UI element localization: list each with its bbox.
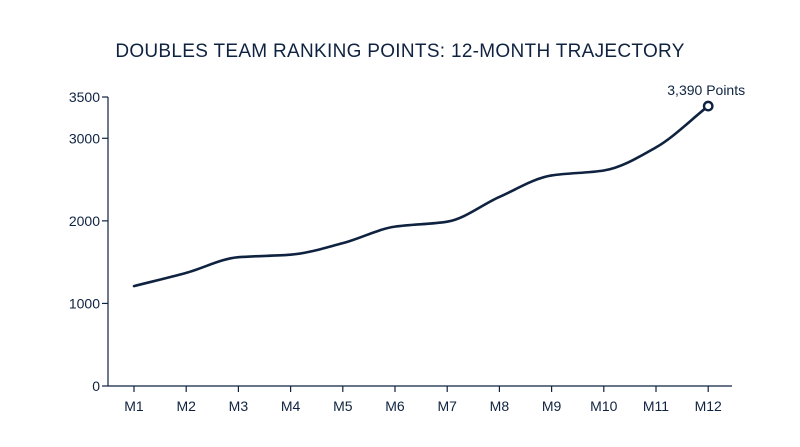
x-tick-label: M8 (490, 398, 510, 414)
data-point-marker (702, 100, 714, 112)
series-line (132, 104, 710, 288)
x-tick-label: M6 (385, 398, 405, 414)
x-tick-label: M1 (124, 398, 144, 414)
y-tick-label: 3500 (69, 89, 100, 105)
y-tick-label: 1000 (69, 295, 100, 311)
x-tick-label: M2 (176, 398, 196, 414)
x-tick-label: M7 (437, 398, 457, 414)
annotation-label: 3,390 Points (667, 82, 745, 98)
chart-title: DOUBLES TEAM RANKING POINTS: 12-MONTH TR… (115, 41, 685, 62)
x-tick-label: M12 (695, 398, 722, 414)
data-points (702, 100, 714, 112)
x-tick-label: M5 (333, 398, 353, 414)
y-tick-label: 2000 (69, 213, 100, 229)
x-tick-label: M3 (229, 398, 249, 414)
x-tick-label: M9 (542, 398, 562, 414)
annotations: 3,390 Points (667, 82, 745, 98)
y-tick-label: 0 (92, 378, 100, 394)
axes (107, 97, 732, 387)
x-tick-label: M4 (281, 398, 301, 414)
y-axis-ticks: 0 1000 2000 3000 3500 (69, 89, 108, 394)
x-axis-ticks: M1 M2 M3 M4 M5 M6 M7 M8 M9 M10 M11 M12 (124, 386, 722, 414)
x-tick-label: M11 (643, 398, 669, 414)
x-tick-label: M10 (590, 398, 617, 414)
y-tick-label: 3000 (69, 130, 100, 146)
